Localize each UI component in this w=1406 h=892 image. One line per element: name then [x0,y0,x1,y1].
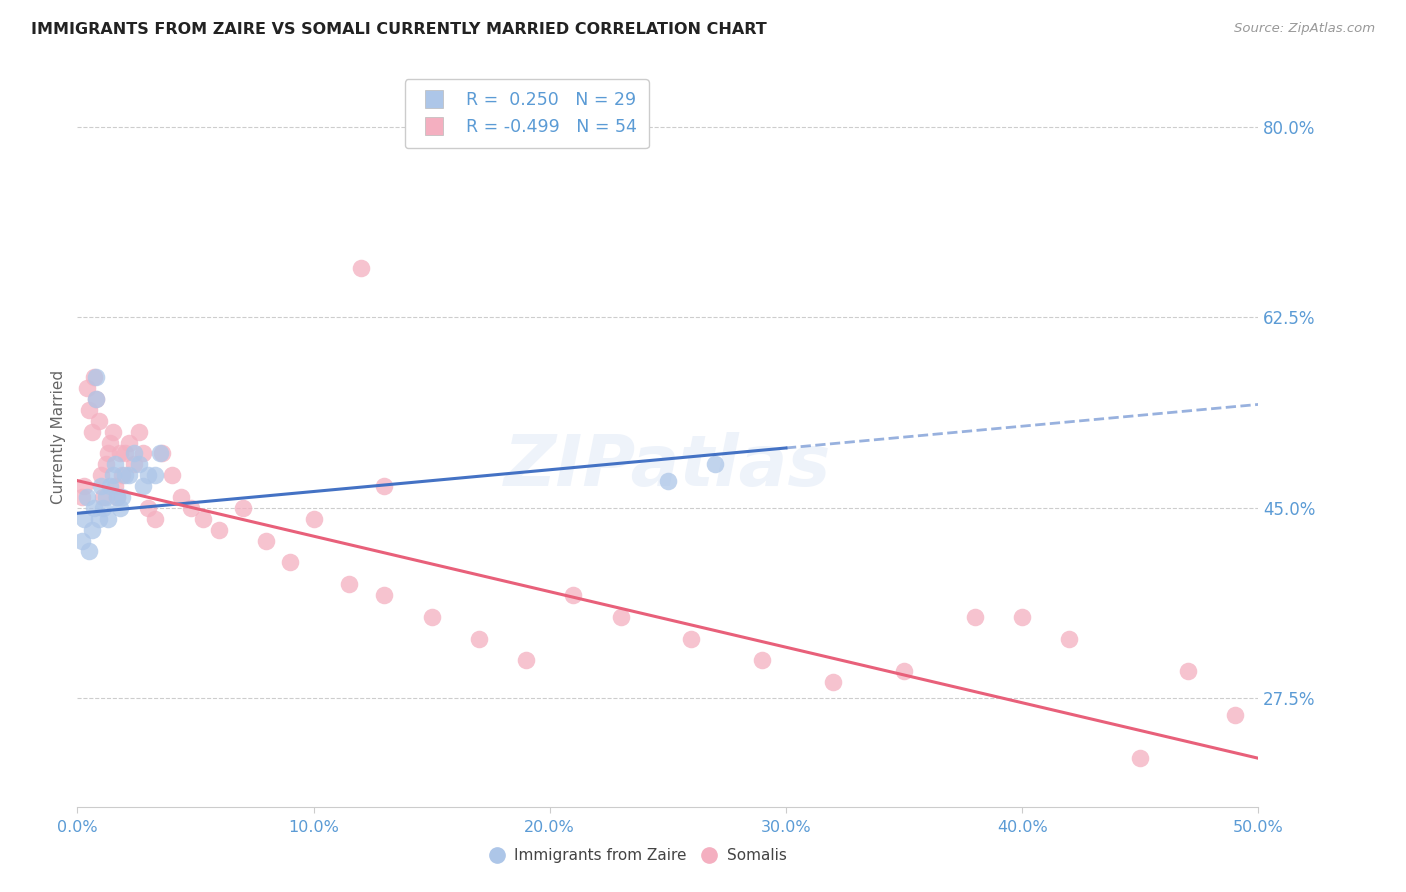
Point [278,555,301,569]
Point [83,500,105,515]
Point [73,512,96,526]
Point [191,512,214,526]
Point [170,490,193,504]
Point [657,474,679,488]
Point [101,425,124,439]
Point [562,588,585,602]
Point [100,479,122,493]
Point [84,392,107,406]
Point [100,435,122,450]
Point [208,523,231,537]
Point [180,500,202,515]
Point [149,446,172,460]
Point [136,468,159,483]
Text: Immigrants from Zaire: Immigrants from Zaire [515,848,686,863]
Point [1011,609,1033,624]
Point [83,370,105,384]
Point [254,533,277,548]
Point [90,468,112,483]
Point [80,523,103,537]
Point [94,458,117,472]
Point [128,425,150,439]
Point [1223,707,1246,722]
Point [128,458,150,472]
Point [97,512,120,526]
Text: Somalis: Somalis [727,848,787,863]
Point [91,490,114,504]
Point [118,468,141,483]
Point [91,500,114,515]
Point [80,425,103,439]
Point [1059,632,1081,646]
Point [70,533,93,548]
Point [609,609,631,624]
Point [76,381,98,395]
Point [73,479,96,493]
Point [76,490,98,504]
Text: Source: ZipAtlas.com: Source: ZipAtlas.com [1234,22,1375,36]
Point [373,588,395,602]
Point [893,664,915,678]
Text: IMMIGRANTS FROM ZAIRE VS SOMALI CURRENTLY MARRIED CORRELATION CHART: IMMIGRANTS FROM ZAIRE VS SOMALI CURRENTL… [31,22,766,37]
Point [108,446,131,460]
Point [143,468,166,483]
Point [104,458,127,472]
Point [107,490,129,504]
Point [114,468,136,483]
Point [90,479,112,493]
Point [84,392,107,406]
Point [302,512,325,526]
Point [132,479,155,493]
Point [87,414,110,428]
Point [373,479,395,493]
Point [823,675,845,690]
Point [132,446,155,460]
Point [160,468,183,483]
Point [963,609,986,624]
Point [94,490,117,504]
Point [77,402,100,417]
Point [337,577,360,591]
Point [681,632,703,646]
Point [122,458,145,472]
Point [97,446,120,460]
Point [468,632,491,646]
Point [122,446,145,460]
Legend: R =  0.250   N = 29, R = -0.499   N = 54: R = 0.250 N = 29, R = -0.499 N = 54 [405,79,648,148]
Y-axis label: Currently Married: Currently Married [51,370,66,504]
Text: ZIPatlas: ZIPatlas [505,433,831,501]
Point [751,653,773,667]
Point [704,458,727,472]
Point [150,446,173,460]
Point [350,261,373,276]
Point [87,512,110,526]
Point [143,512,166,526]
Point [1129,751,1152,765]
Point [101,468,124,483]
Point [77,544,100,558]
Point [136,500,159,515]
Point [104,479,127,493]
Point [107,490,129,504]
Point [420,609,443,624]
Point [515,653,537,667]
Point [84,370,107,384]
Point [111,490,134,504]
Point [108,500,131,515]
Point [118,435,141,450]
Point [111,468,134,483]
Point [114,446,136,460]
Point [232,500,254,515]
Point [70,490,93,504]
Point [1177,664,1199,678]
